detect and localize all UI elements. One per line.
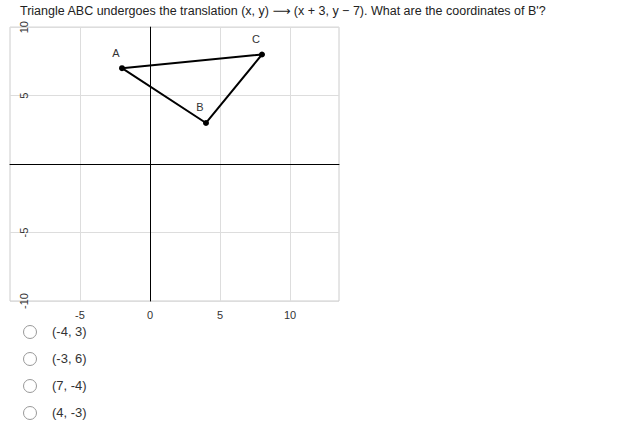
svg-text:5: 5 (18, 93, 30, 99)
svg-text:0: 0 (147, 309, 153, 321)
html-text:(4, -3): (4, -3) (52, 405, 87, 420)
svg-text:10: 10 (18, 21, 30, 33)
html-text:(7, -4): (7, -4) (52, 378, 87, 393)
svg-text:C: C (252, 33, 260, 45)
svg-text:10: 10 (284, 309, 296, 321)
svg-text:-5: -5 (18, 228, 30, 238)
html-text:(-4, 3): (-4, 3) (52, 324, 87, 339)
svg-text:-5: -5 (75, 309, 85, 321)
svg-text:5: 5 (217, 309, 223, 321)
html-text:(-3, 6): (-3, 6) (52, 351, 87, 366)
svg-text:B: B (196, 101, 203, 113)
html-text:Triangle ABC undergoes the tra: Triangle ABC undergoes the translation (… (20, 4, 546, 18)
svg-text:-10: -10 (18, 293, 30, 309)
svg-text:A: A (112, 47, 120, 59)
